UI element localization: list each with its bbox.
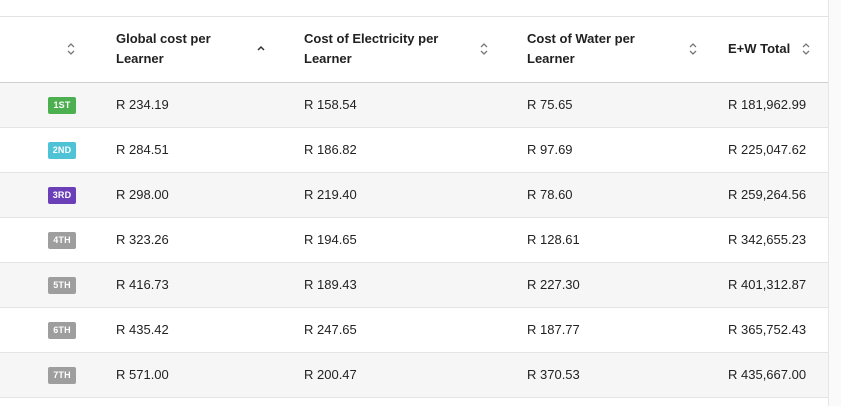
- table-row[interactable]: 2ND R 284.51 R 186.82 R 97.69 R 225,047.…: [0, 127, 829, 172]
- electricity-cost-cell: R 219.40: [304, 187, 357, 202]
- column-header-electricity-cost[interactable]: Cost of Electricity per Learner: [286, 17, 509, 82]
- rank-badge: 2ND: [48, 141, 76, 159]
- water-cost-cell: R 227.30: [527, 277, 580, 292]
- electricity-cost-cell: R 186.82: [304, 142, 357, 157]
- table-row[interactable]: 3RD R 298.00 R 219.40 R 78.60 R 259,264.…: [0, 172, 829, 217]
- column-header-rank[interactable]: [0, 17, 98, 82]
- rank-cell: 2ND: [0, 127, 98, 172]
- rank-cell: 1ST: [0, 82, 98, 127]
- column-header-total-label: E+W Total: [728, 41, 791, 57]
- electricity-cost-cell: R 200.47: [304, 367, 357, 382]
- sort-unfold-icon[interactable]: [688, 42, 698, 56]
- column-header-global-cost-label: Global cost per Learner: [116, 31, 211, 67]
- rank-cell: 7TH: [0, 352, 98, 397]
- rank-badge: 1ST: [48, 96, 76, 114]
- column-header-electricity-cost-label: Cost of Electricity per Learner: [304, 31, 439, 67]
- total-cell: R 259,264.56: [728, 187, 807, 202]
- water-cost-cell: R 78.60: [527, 187, 573, 202]
- water-cost-cell: R 75.65: [527, 97, 573, 112]
- global-cost-cell: R 234.19: [116, 97, 169, 112]
- total-cell: R 181,962.99: [728, 97, 807, 112]
- sort-unfold-icon[interactable]: [801, 42, 811, 56]
- column-header-water-cost[interactable]: Cost of Water per Learner: [509, 17, 710, 82]
- global-cost-cell: R 571.00: [116, 367, 169, 382]
- sort-unfold-icon[interactable]: [479, 42, 489, 56]
- global-cost-cell: R 416.73: [116, 277, 169, 292]
- water-cost-cell: R 128.61: [527, 232, 580, 247]
- global-cost-cell: R 435.42: [116, 322, 169, 337]
- table-row[interactable]: 7TH R 571.00 R 200.47 R 370.53 R 435,667…: [0, 352, 829, 397]
- table-row[interactable]: 6TH R 435.42 R 247.65 R 187.77 R 365,752…: [0, 307, 829, 352]
- electricity-cost-cell: R 189.43: [304, 277, 357, 292]
- total-cell: R 401,312.87: [728, 277, 807, 292]
- electricity-cost-cell: R 158.54: [304, 97, 357, 112]
- global-cost-cell: R 323.26: [116, 232, 169, 247]
- water-cost-cell: R 187.77: [527, 322, 580, 337]
- rank-badge: 3RD: [48, 186, 76, 204]
- column-header-water-cost-label: Cost of Water per Learner: [527, 31, 635, 67]
- rank-cell: 3RD: [0, 172, 98, 217]
- rank-badge: 7TH: [48, 366, 76, 384]
- electricity-cost-cell: R 194.65: [304, 232, 357, 247]
- rank-badge: 5TH: [48, 276, 76, 294]
- total-cell: R 365,752.43: [728, 322, 807, 337]
- rank-badge: 6TH: [48, 321, 76, 339]
- rank-cell: 5TH: [0, 262, 98, 307]
- total-cell: R 342,655.23: [728, 232, 807, 247]
- electricity-cost-cell: R 247.65: [304, 322, 357, 337]
- vertical-scrollbar[interactable]: [828, 0, 841, 406]
- column-header-global-cost[interactable]: Global cost per Learner: [98, 17, 286, 82]
- table-row[interactable]: 4TH R 323.26 R 194.65 R 128.61 R 342,655…: [0, 217, 829, 262]
- top-divider: [0, 0, 829, 17]
- sort-unfold-icon[interactable]: [66, 42, 76, 56]
- water-cost-cell: R 370.53: [527, 367, 580, 382]
- rank-cell: 6TH: [0, 307, 98, 352]
- ranking-table: Global cost per Learner Cost of Electric…: [0, 17, 829, 398]
- global-cost-cell: R 284.51: [116, 142, 169, 157]
- water-cost-cell: R 97.69: [527, 142, 573, 157]
- table-row[interactable]: 1ST R 234.19 R 158.54 R 75.65 R 181,962.…: [0, 82, 829, 127]
- rank-cell: 4TH: [0, 217, 98, 262]
- total-cell: R 225,047.62: [728, 142, 807, 157]
- global-cost-cell: R 298.00: [116, 187, 169, 202]
- column-header-total[interactable]: E+W Total: [710, 17, 829, 82]
- rank-badge: 4TH: [48, 231, 76, 249]
- table-row[interactable]: 5TH R 416.73 R 189.43 R 227.30 R 401,312…: [0, 262, 829, 307]
- sort-chevron-up-icon[interactable]: [256, 42, 266, 56]
- table-header-row: Global cost per Learner Cost of Electric…: [0, 17, 829, 82]
- total-cell: R 435,667.00: [728, 367, 807, 382]
